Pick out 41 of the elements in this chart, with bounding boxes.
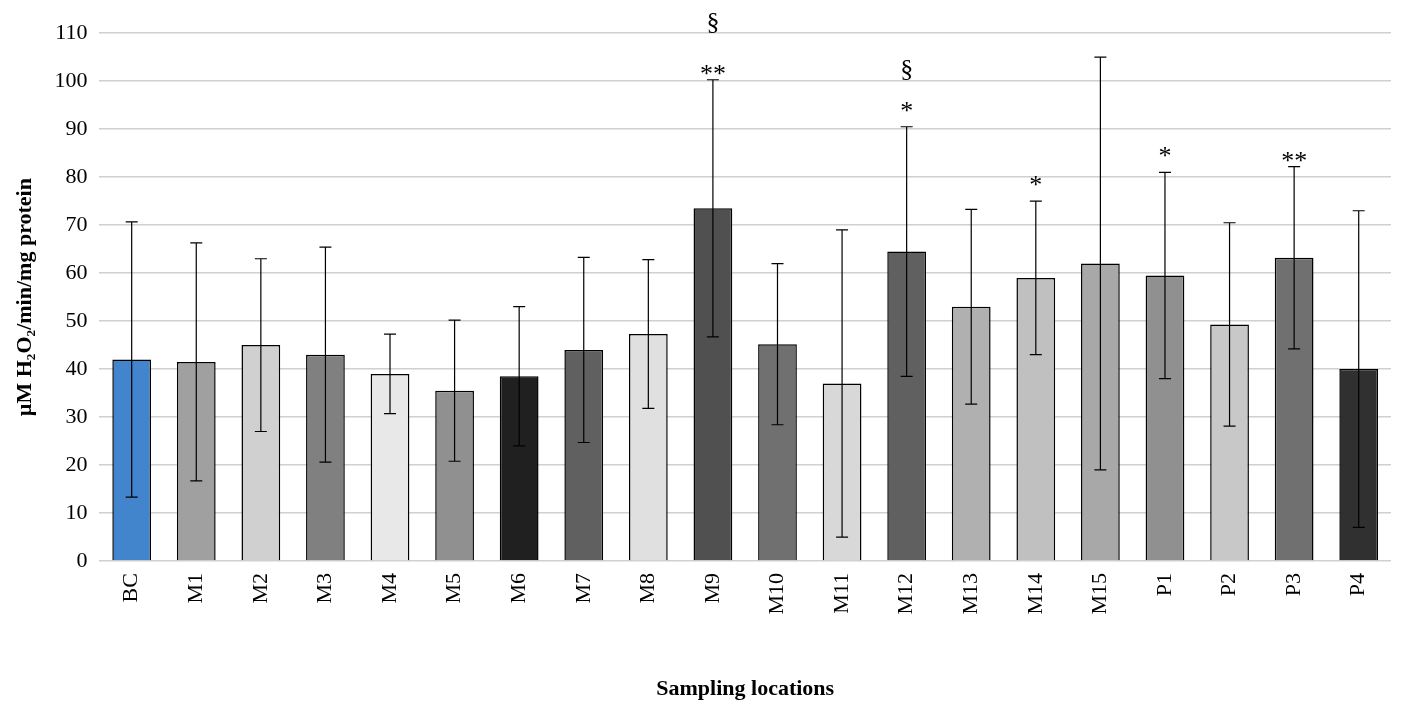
y-tick-label: 60	[65, 258, 88, 284]
annotation: §	[706, 6, 720, 36]
annotation: **	[1281, 146, 1308, 176]
x-tick-label: P4	[1344, 573, 1370, 597]
x-tick-label: M9	[698, 573, 724, 604]
y-tick-label: 80	[65, 162, 88, 188]
annotation: *	[1158, 141, 1172, 171]
y-axis-title: µM H₂O₂/min/mg protein	[10, 178, 36, 417]
x-tick-label: M14	[1021, 573, 1047, 615]
x-tick-label: M7	[569, 573, 595, 604]
annotation: **	[699, 58, 726, 88]
x-tick-label: P2	[1215, 573, 1241, 597]
x-tick-label: BC	[117, 573, 143, 603]
x-tick-label: M5	[440, 573, 466, 604]
x-tick-label: P3	[1279, 573, 1305, 597]
x-tick-label: M11	[827, 573, 853, 614]
x-tick-label: M13	[957, 573, 983, 615]
x-tick-label: M8	[634, 573, 660, 604]
y-tick-label: 20	[65, 450, 88, 476]
x-tick-label: M1	[182, 573, 208, 604]
x-tick-label: M3	[311, 573, 337, 604]
y-tick-label: 0	[76, 546, 88, 572]
x-tick-label: M10	[763, 573, 789, 615]
y-tick-label: 70	[65, 210, 88, 236]
annotation: §	[900, 54, 914, 84]
y-tick-label: 50	[65, 306, 88, 332]
y-tick-label: 10	[65, 498, 88, 524]
x-tick-label: M12	[892, 573, 918, 615]
y-tick-label: 110	[55, 18, 88, 44]
annotation: *	[1029, 169, 1043, 199]
x-tick-label: M15	[1086, 573, 1112, 615]
y-tick-label: 40	[65, 354, 88, 380]
y-tick-label: 30	[65, 402, 88, 428]
x-axis-title: Sampling locations	[656, 675, 835, 701]
x-tick-label: M4	[375, 573, 401, 604]
x-tick-label: P1	[1150, 573, 1176, 597]
x-tick-label: M2	[246, 573, 272, 604]
y-tick-label: 100	[54, 66, 88, 92]
y-tick-label: 90	[65, 114, 88, 140]
x-tick-label: M6	[504, 573, 530, 604]
annotation: *	[900, 96, 914, 126]
